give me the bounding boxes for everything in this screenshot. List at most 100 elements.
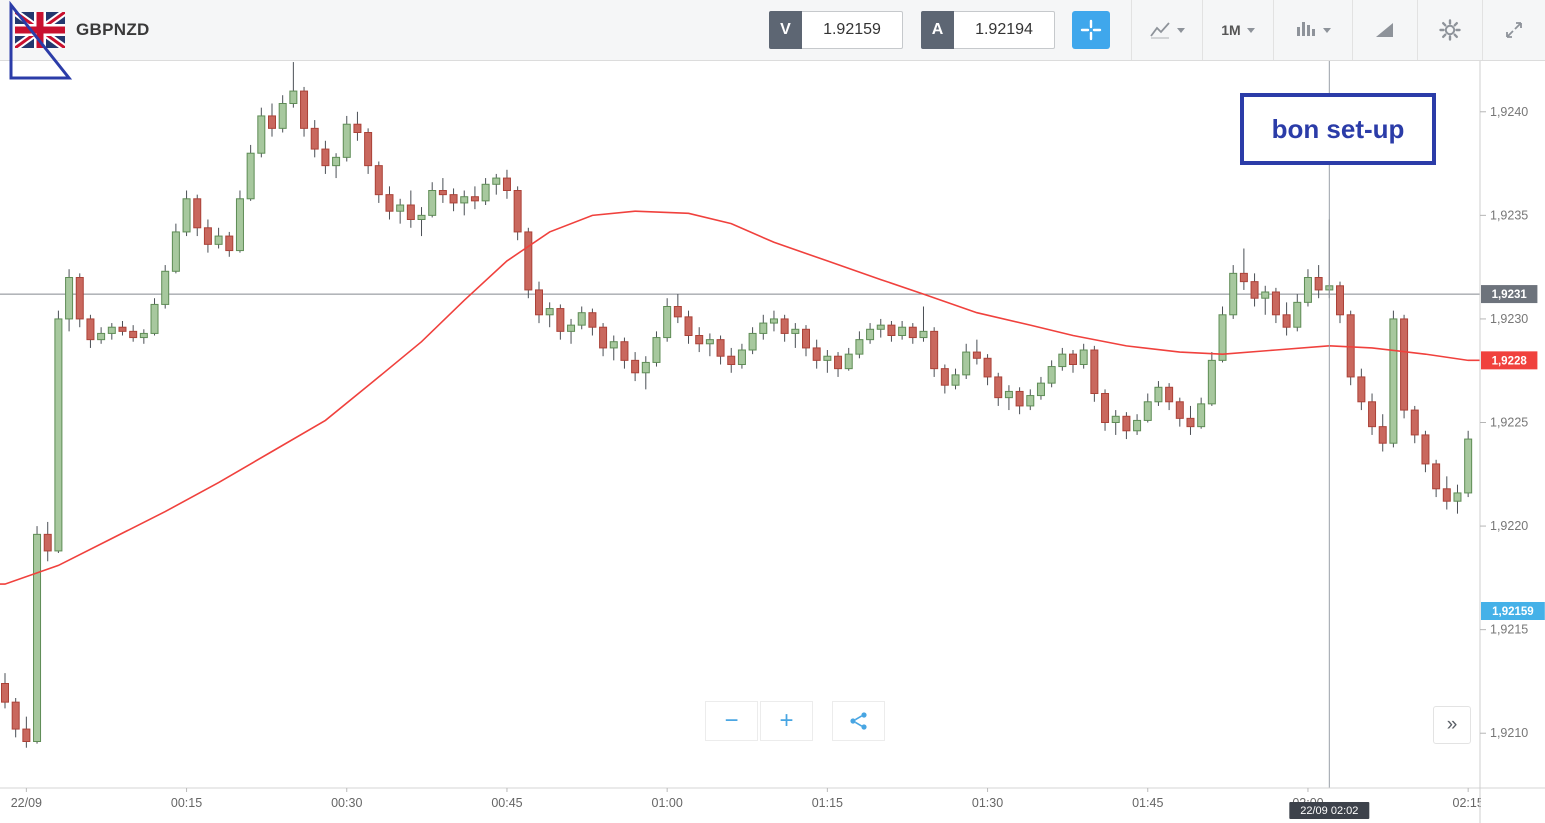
candle <box>1036 382 1045 397</box>
time-tick-label: 01:45 <box>1132 796 1163 810</box>
share-button[interactable] <box>832 701 885 741</box>
buy-button[interactable]: A <box>921 11 954 49</box>
price-level-badge-label: 1,9231 <box>1492 289 1528 301</box>
candle <box>1410 409 1419 436</box>
candle <box>962 351 971 376</box>
candle <box>182 198 191 233</box>
candle <box>695 335 704 345</box>
sell-quote[interactable]: V 1.92159 <box>769 11 903 49</box>
sell-button[interactable]: V <box>769 11 802 49</box>
candle <box>1421 434 1430 465</box>
candle <box>919 330 928 339</box>
candle <box>75 277 84 320</box>
candle <box>161 270 170 305</box>
time-tick-label: 00:30 <box>331 796 362 810</box>
candle <box>396 204 405 212</box>
candle <box>385 194 394 212</box>
candle <box>1303 277 1312 303</box>
price-tick-label: 1,9215 <box>1490 623 1528 637</box>
toolbar-tools: 1M <box>1131 0 1545 60</box>
candle <box>802 328 810 349</box>
candle <box>374 165 383 196</box>
price-tick-label: 1,9220 <box>1490 519 1528 533</box>
candle <box>524 231 533 291</box>
buy-quote[interactable]: A 1.92194 <box>921 11 1055 49</box>
buy-price[interactable]: 1.92194 <box>954 11 1055 49</box>
candle <box>1069 353 1077 365</box>
ma-price-badge <box>1481 351 1538 370</box>
candle <box>641 361 650 374</box>
chart-type-icon <box>1150 22 1170 39</box>
candle <box>86 318 95 341</box>
candle <box>193 198 202 229</box>
candle <box>1101 393 1110 423</box>
candle <box>1197 403 1206 428</box>
candle <box>1090 349 1099 394</box>
candle <box>599 326 608 349</box>
signals-button[interactable] <box>1352 0 1417 60</box>
candle <box>663 306 672 339</box>
sell-price[interactable]: 1.92159 <box>802 11 903 49</box>
candle <box>652 337 661 363</box>
settings-button[interactable] <box>1417 0 1482 60</box>
signal-icon <box>1376 23 1393 37</box>
instrument-symbol: GBPNZD <box>76 20 150 39</box>
time-tick-label: 00:45 <box>491 796 522 810</box>
time-tick-label: 02:15 <box>1453 796 1484 810</box>
moving-average-line <box>0 210 1480 585</box>
candle <box>994 376 1003 399</box>
candle <box>1453 492 1462 502</box>
candle <box>214 235 223 245</box>
share-icon <box>849 712 867 730</box>
timeframe-button[interactable]: 1M <box>1202 0 1273 60</box>
candle <box>417 214 426 221</box>
candle <box>364 132 373 167</box>
candle <box>1122 415 1131 432</box>
candle <box>1004 390 1013 399</box>
crosshair-tool-button[interactable] <box>1072 11 1110 49</box>
crosshair-time-label: 22/09 02:02 <box>1300 805 1358 817</box>
candle <box>1464 438 1473 494</box>
candle <box>11 701 20 730</box>
candle <box>406 204 415 220</box>
indicators-button[interactable] <box>1273 0 1352 60</box>
candle <box>257 115 266 154</box>
candle <box>545 308 554 316</box>
candle <box>1239 272 1248 283</box>
bon-setup-annotation[interactable]: bon set-up <box>1240 93 1436 165</box>
time-tick-label: 01:15 <box>812 796 843 810</box>
zoom-out-button[interactable]: − <box>705 701 758 741</box>
candle <box>203 227 212 245</box>
candle <box>268 115 276 129</box>
candle <box>567 324 576 332</box>
candle <box>1026 395 1035 407</box>
candle <box>246 152 255 200</box>
candle <box>54 318 63 552</box>
candle <box>673 306 682 318</box>
candle <box>620 341 629 361</box>
candle <box>470 196 479 202</box>
current-price-badge-label: 1,92159 <box>1492 606 1534 618</box>
fullscreen-button[interactable] <box>1482 0 1545 60</box>
candle <box>150 303 159 334</box>
candle <box>342 123 351 158</box>
price-tick-label: 1,9210 <box>1490 726 1528 740</box>
zoom-in-button[interactable]: + <box>760 701 813 741</box>
candle <box>1346 314 1355 378</box>
expand-panel-button[interactable]: » <box>1433 706 1471 744</box>
candle <box>332 156 341 167</box>
caret-down-icon <box>1177 27 1185 33</box>
candle <box>983 357 992 378</box>
candle <box>1229 272 1238 316</box>
candle <box>97 332 106 341</box>
caret-down-icon <box>1323 27 1331 33</box>
chart-toolbar: GBPNZD V 1.92159 A 1.92194 1M <box>0 0 1545 61</box>
chart-type-button[interactable] <box>1131 0 1202 60</box>
candle <box>1378 426 1387 444</box>
candle <box>951 374 960 386</box>
candle <box>898 326 907 337</box>
candle <box>940 368 949 386</box>
candle <box>535 289 543 316</box>
candle <box>65 277 74 320</box>
